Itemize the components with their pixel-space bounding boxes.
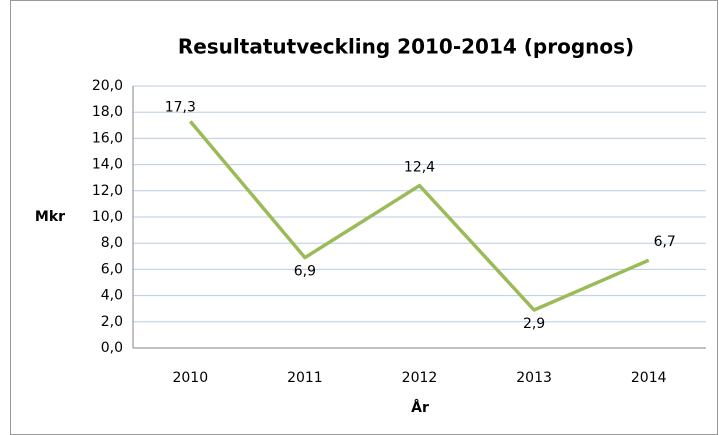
y-tick-label: 10,0 bbox=[92, 209, 123, 225]
y-tick-label: 20,0 bbox=[92, 78, 123, 94]
y-tick-label: 14,0 bbox=[92, 157, 123, 173]
y-tick-label: 12,0 bbox=[92, 183, 123, 199]
data-label: 2,9 bbox=[523, 316, 545, 332]
data-label: 6,7 bbox=[654, 234, 676, 250]
y-tick-label: 18,0 bbox=[92, 104, 123, 120]
y-tick-label: 8,0 bbox=[101, 235, 123, 251]
y-tick-label: 6,0 bbox=[101, 261, 123, 277]
y-tick-label: 16,0 bbox=[92, 130, 123, 146]
y-tick-label: 4,0 bbox=[101, 288, 123, 304]
data-label: 12,4 bbox=[404, 160, 435, 176]
y-tick-label: 0,0 bbox=[101, 340, 123, 356]
x-tick-label: 2012 bbox=[402, 370, 438, 386]
x-axis-label: År bbox=[411, 399, 429, 416]
chart-title: Resultatutveckling 2010-2014 (prognos) bbox=[178, 35, 634, 59]
x-tick-label: 2011 bbox=[287, 370, 323, 386]
y-axis-label: Mkr bbox=[35, 209, 65, 225]
y-tick-label: 2,0 bbox=[101, 314, 123, 330]
x-tick-label: 2013 bbox=[516, 370, 552, 386]
data-label: 17,3 bbox=[165, 99, 196, 115]
x-tick-label: 2014 bbox=[631, 370, 667, 386]
x-tick-label: 2010 bbox=[172, 370, 208, 386]
data-line bbox=[188, 120, 650, 312]
data-label: 6,9 bbox=[294, 264, 316, 280]
